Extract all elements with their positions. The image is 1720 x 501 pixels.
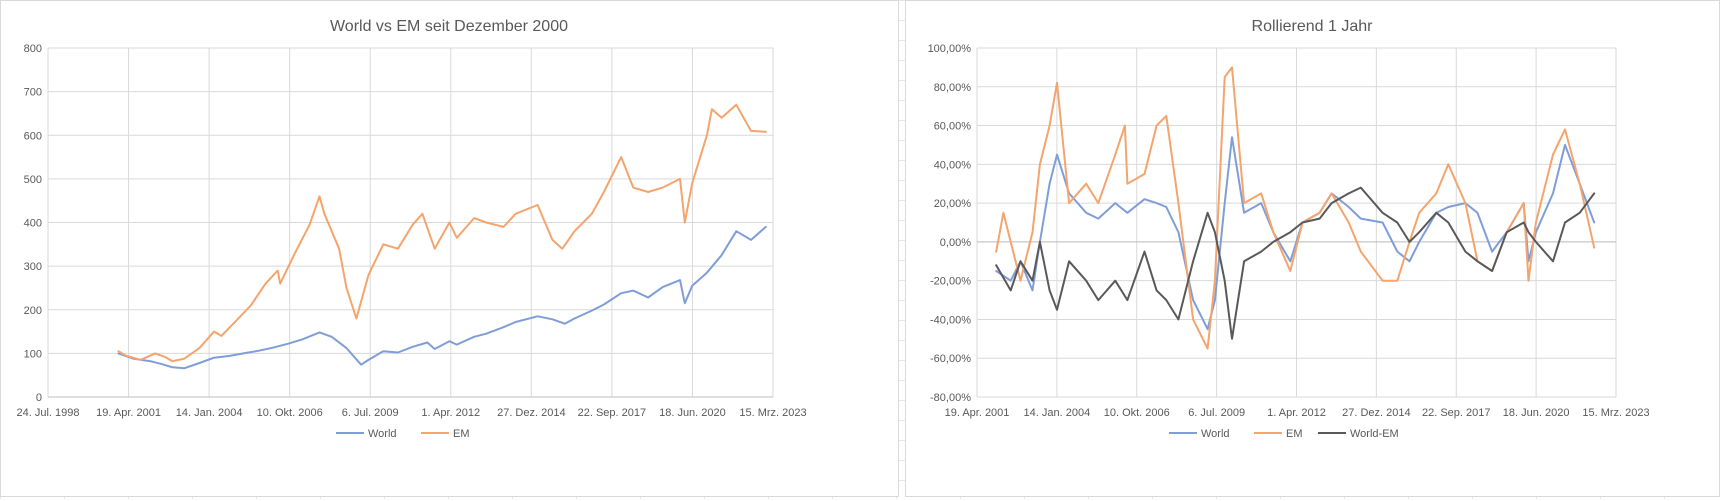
y-tick-label: 40,00%: [934, 159, 972, 171]
y-tick-label: 200: [24, 305, 42, 317]
x-tick-label: 18. Jun. 2020: [1503, 407, 1570, 419]
y-tick-label: 80,00%: [934, 82, 972, 94]
x-tick-label: 18. Jun. 2020: [659, 407, 726, 419]
y-tick-label: -80,00%: [930, 392, 971, 404]
x-tick-label: 6. Jul. 2009: [1188, 407, 1245, 419]
y-tick-label: 0,00%: [940, 237, 971, 249]
y-tick-label: 0: [36, 392, 42, 404]
x-tick-label: 1. Apr. 2012: [421, 407, 480, 419]
series-line-world[interactable]: [117, 225, 767, 370]
legend-label: World: [368, 428, 397, 440]
legend-label: World-EM: [1350, 428, 1399, 440]
y-tick-label: 700: [24, 87, 42, 99]
y-tick-label: 100: [24, 348, 42, 360]
chart-world-vs-em[interactable]: World vs EM seit Dezember 2000 0 100 200 30…: [0, 0, 899, 497]
x-tick-label: 19. Apr. 2001: [96, 407, 161, 419]
y-tick-label: -20,00%: [930, 276, 971, 288]
y-tick-label: 100,00%: [928, 43, 972, 55]
x-tick-label: 15. Mrz. 2023: [1582, 407, 1649, 419]
chart-title: Rollierend 1 Jahr: [1252, 18, 1374, 35]
legend-label: EM: [453, 428, 470, 440]
legend-label: EM: [1286, 428, 1303, 440]
x-tick-label: 10. Okt. 2006: [257, 407, 323, 419]
chart-world-vs-em-svg: World vs EM seit Dezember 2000 0 100 200 30…: [17, 18, 807, 440]
x-tick-label: 19. Apr. 2001: [945, 407, 1010, 419]
x-tick-label: 22. Sep. 2017: [1422, 407, 1491, 419]
y-tick-label: 600: [24, 130, 42, 142]
y-tick-label: 20,00%: [934, 198, 972, 210]
x-tick-label: 15. Mrz. 2023: [739, 407, 806, 419]
series-line-world-em[interactable]: [995, 186, 1596, 340]
x-tick-label: 27. Dez. 2014: [1342, 407, 1411, 419]
chart-rolling-1-year-svg: Rollierend 1 Jahr -80,00% -60,00% -40,00% -…: [928, 18, 1650, 440]
series-line-em[interactable]: [117, 103, 767, 363]
y-tick-label: 60,00%: [934, 121, 972, 133]
x-tick-label: 1. Apr. 2012: [1267, 407, 1326, 419]
chart-rolling-1-year[interactable]: Rollierend 1 Jahr -80,00% -60,00% -40,00% -…: [905, 0, 1720, 497]
x-tick-label: 22. Sep. 2017: [578, 407, 647, 419]
x-tick-label: 24. Jul. 1998: [17, 407, 80, 419]
y-tick-label: 800: [24, 43, 42, 55]
y-tick-label: 400: [24, 218, 42, 230]
y-tick-label: 500: [24, 174, 42, 186]
x-tick-label: 14. Jan. 2004: [176, 407, 243, 419]
y-tick-label: 300: [24, 261, 42, 273]
chart-title: World vs EM seit Dezember 2000: [330, 18, 568, 35]
y-tick-label: -60,00%: [930, 353, 971, 365]
legend-label: World: [1201, 428, 1230, 440]
y-tick-label: -40,00%: [930, 314, 971, 326]
x-tick-label: 27. Dez. 2014: [497, 407, 566, 419]
x-tick-label: 6. Jul. 2009: [342, 407, 399, 419]
series-line-world[interactable]: [995, 136, 1596, 331]
x-tick-label: 10. Okt. 2006: [1104, 407, 1170, 419]
x-tick-label: 14. Jan. 2004: [1024, 407, 1091, 419]
series-line-em[interactable]: [995, 66, 1596, 350]
